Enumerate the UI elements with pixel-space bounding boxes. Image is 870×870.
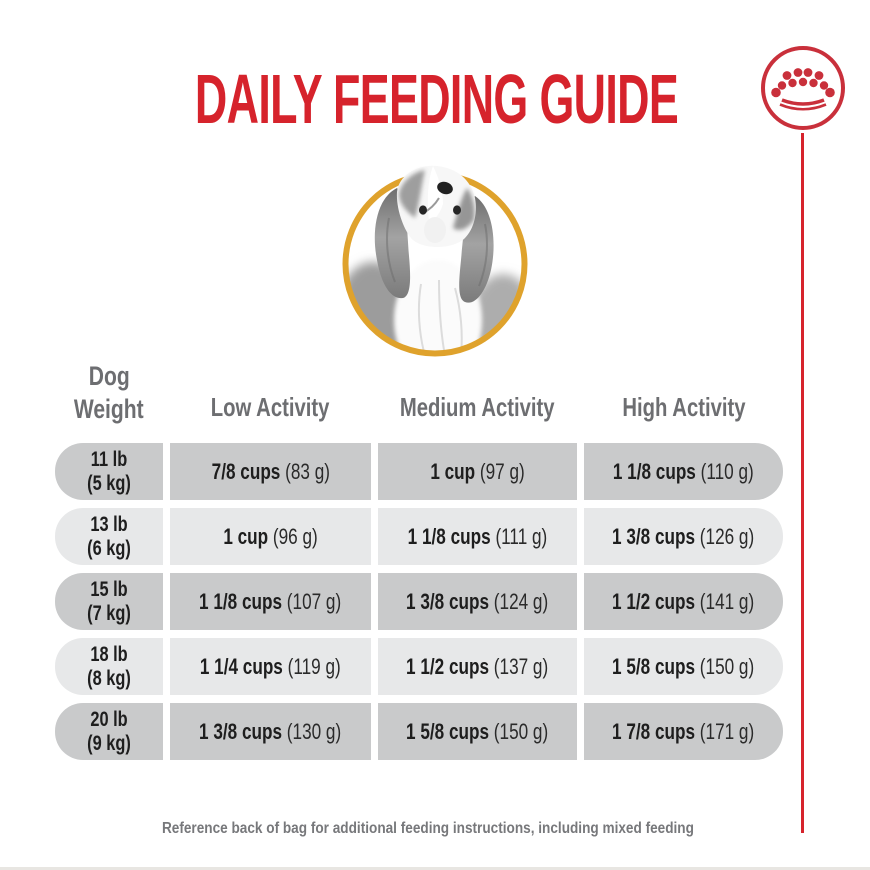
weight-cell: 20 lb (9 kg) (55, 703, 163, 760)
medium-activity-cell: 1 cup (97 g) (378, 443, 577, 500)
low-activity-cell: 1 3/8 cups (130 g) (170, 703, 371, 760)
footer-note: Reference back of bag for additional fee… (162, 820, 694, 837)
dog-photo-medallion (342, 165, 528, 357)
high-activity-cell: 1 7/8 cups (171 g) (584, 703, 783, 760)
medium-activity-cell: 1 1/8 cups (111 g) (378, 508, 577, 565)
royal-canin-crown-icon (761, 46, 845, 130)
weight-cell: 11 lb (5 kg) (55, 443, 163, 500)
low-activity-header: Low Activity (211, 392, 330, 422)
low-activity-cell: 1 1/8 cups (107 g) (170, 573, 371, 630)
high-activity-cell: 1 1/2 cups (141 g) (584, 573, 783, 630)
weight-column-header: Dog Weight (74, 361, 144, 424)
weight-cell: 13 lb (6 kg) (55, 508, 163, 565)
weight-cell: 15 lb (7 kg) (55, 573, 163, 630)
medium-activity-header: Medium Activity (400, 392, 555, 422)
medium-activity-cell: 1 5/8 cups (150 g) (378, 703, 577, 760)
medium-activity-cell: 1 1/2 cups (137 g) (378, 638, 577, 695)
high-activity-cell: 1 3/8 cups (126 g) (584, 508, 783, 565)
high-activity-header: High Activity (621, 392, 746, 422)
bottom-edge-line (0, 867, 870, 870)
low-activity-cell: 1 cup (96 g) (170, 508, 371, 565)
high-activity-cell: 1 5/8 cups (150 g) (584, 638, 783, 695)
vertical-red-rule (801, 133, 804, 833)
dog-head (374, 165, 494, 303)
medium-activity-cell: 1 3/8 cups (124 g) (378, 573, 577, 630)
low-activity-cell: 1 1/4 cups (119 g) (170, 638, 371, 695)
page-title: DAILY FEEDING GUIDE (195, 60, 679, 138)
low-activity-cell: 7/8 cups (83 g) (170, 443, 371, 500)
high-activity-cell: 1 1/8 cups (110 g) (584, 443, 783, 500)
weight-cell: 18 lb (8 kg) (55, 638, 163, 695)
